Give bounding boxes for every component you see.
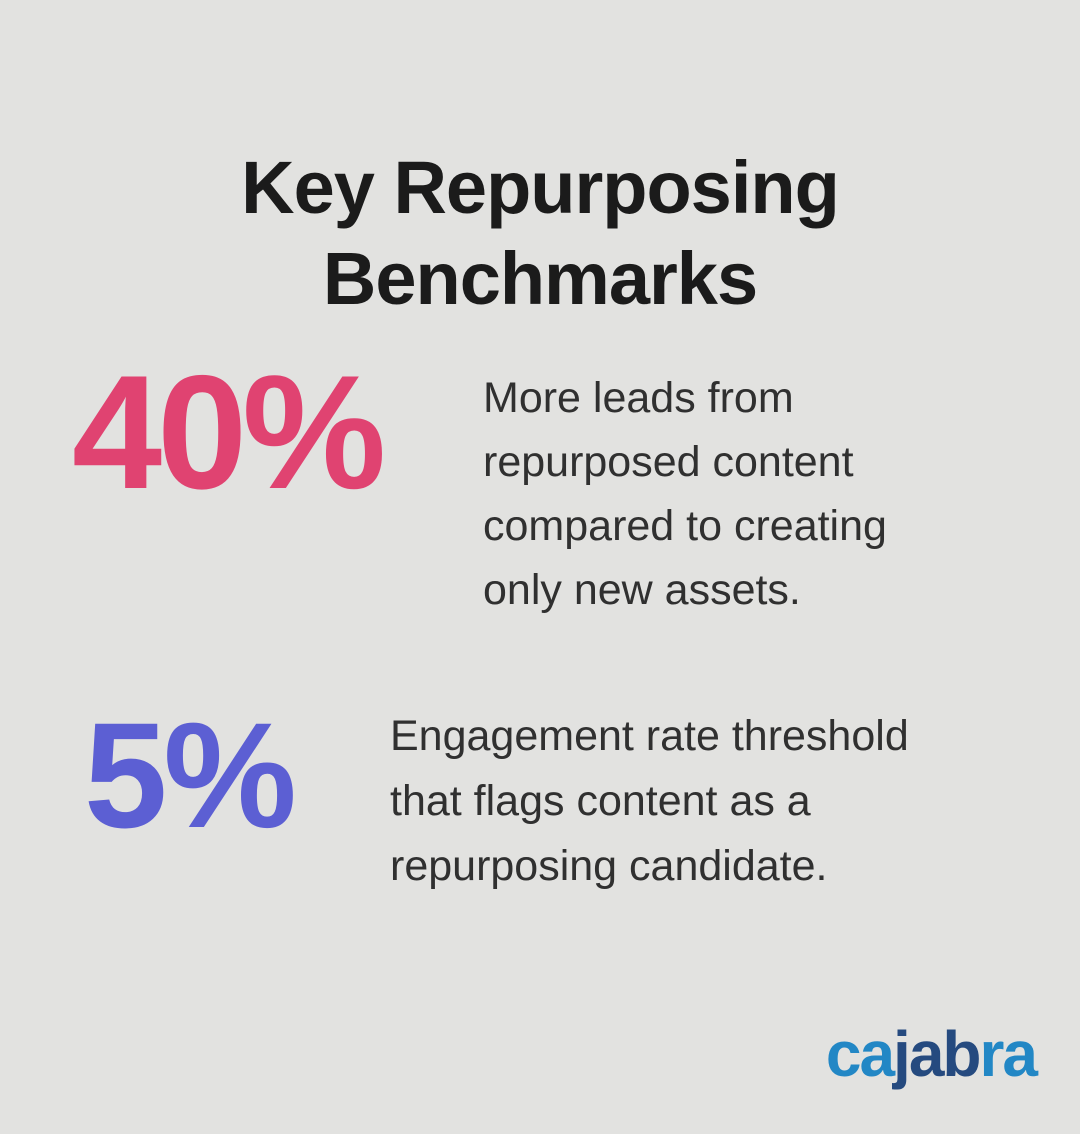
stat-description-line: repurposing candidate. [390,842,828,890]
logo-letter: a [859,1018,895,1090]
logo-letter: c [825,1018,862,1090]
stat-description-line: More leads from [483,374,794,422]
stat-description-line: only new assets. [483,566,801,614]
cajabra-logo: cajabra [826,1022,1038,1086]
stat-description-line: Engagement rate threshold [390,712,909,760]
stat-description-line: that flags content as a [390,777,811,825]
page-title-line-2: Benchmarks [322,237,758,321]
page-title-line-1: Key Repurposing [241,145,840,229]
stat-description-line: repurposed content [483,438,854,486]
logo-letter: a [908,1018,945,1090]
logo-letter: b [942,1018,981,1090]
logo-letter: j [893,1018,911,1090]
stat-value-5-percent: 5% [84,691,297,859]
page-title: Key Repurposing Benchmarks [0,142,1080,326]
logo-letter: a [1002,1018,1038,1090]
stat-description-5-percent: Engagement rate threshold that flags con… [390,704,909,899]
stat-description-line: compared to creating [483,502,887,550]
stat-value-40-percent: 40% [72,342,386,523]
stat-description-40-percent: More leads from repurposed content compa… [483,366,887,622]
logo-letter: r [979,1018,1005,1090]
